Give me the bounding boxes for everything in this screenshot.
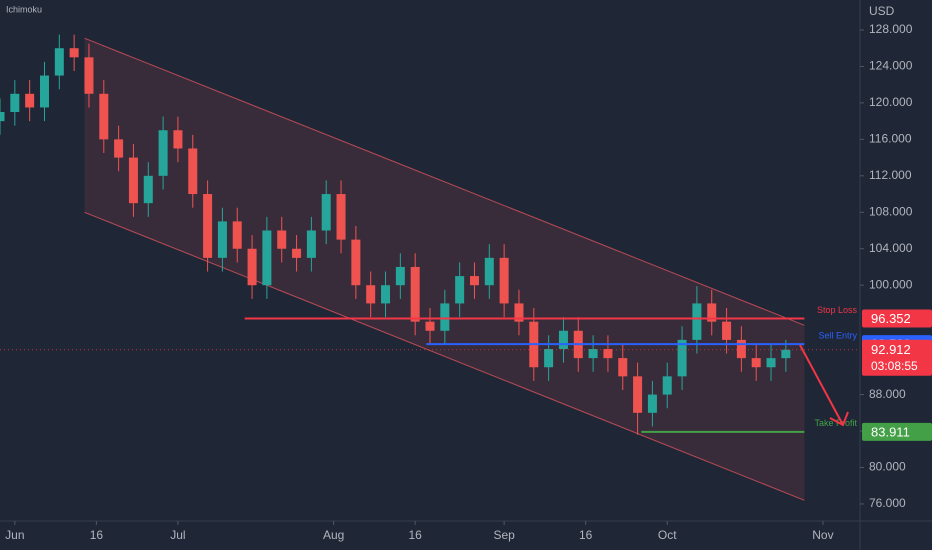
y-tick-label: 116.000 — [869, 132, 912, 146]
candle-body — [395, 266, 405, 286]
candle-body — [351, 239, 361, 286]
candle-body — [306, 230, 316, 258]
y-tick-label: 124.000 — [869, 59, 913, 73]
last-price-label: 92.912 — [871, 342, 911, 357]
price-tag-label: 83.911 — [871, 424, 910, 439]
x-tick-label: Aug — [323, 528, 344, 542]
candle-body — [544, 349, 554, 368]
candle-body — [558, 330, 568, 350]
candle-body — [10, 93, 20, 113]
y-tick-label: 104.000 — [869, 241, 913, 255]
candle-body — [647, 394, 657, 413]
candle-body — [410, 266, 420, 322]
level-label: Take Profit — [814, 418, 857, 428]
candle-body — [188, 148, 198, 195]
candle-body — [499, 257, 509, 304]
candle-body — [440, 303, 450, 331]
candle-body — [677, 339, 687, 377]
candle-body — [781, 349, 791, 359]
axis-unit: USD — [869, 4, 895, 18]
candle-body — [84, 57, 94, 94]
price-tag — [862, 309, 932, 328]
y-tick-label: 88.000 — [869, 387, 906, 401]
channel-fill — [84, 38, 805, 501]
candle-body — [366, 285, 376, 304]
candle-body — [766, 358, 776, 368]
y-tick-label: 108.000 — [869, 204, 913, 218]
x-tick-label: Jun — [5, 528, 24, 542]
x-tick-label: Oct — [658, 528, 677, 542]
candle-body — [277, 230, 287, 249]
x-tick-label: 16 — [579, 528, 593, 542]
candle-body — [588, 349, 598, 359]
candle-body — [232, 221, 242, 249]
candle-body — [247, 248, 257, 286]
candle-body — [114, 139, 124, 158]
candle-body — [0, 112, 5, 122]
candle-body — [336, 194, 346, 240]
y-tick-label: 128.000 — [869, 22, 913, 36]
y-tick-label: 120.000 — [869, 95, 913, 109]
candle-body — [662, 376, 672, 395]
channel-line — [84, 211, 805, 501]
x-tick-label: 16 — [90, 528, 104, 542]
x-tick-label: Sep — [493, 528, 515, 542]
x-tick-label: 16 — [408, 528, 422, 542]
y-tick-label: 80.000 — [869, 460, 906, 474]
candle-body — [707, 303, 717, 322]
candle-body — [217, 221, 227, 258]
candle-body — [54, 48, 64, 76]
candle-body — [69, 48, 79, 58]
candle-body — [751, 358, 761, 368]
y-tick-label: 76.000 — [869, 496, 906, 510]
last-price-tag — [862, 339, 932, 376]
candle-body — [39, 75, 49, 108]
candle-body — [99, 93, 109, 140]
channel-line — [84, 37, 805, 326]
price-tag — [862, 422, 932, 441]
candle-body — [321, 194, 331, 231]
candle-body — [143, 175, 153, 204]
y-tick-label: 112.000 — [869, 168, 912, 182]
candle-body — [618, 358, 628, 377]
candle-body — [692, 303, 702, 340]
level-label: Sell Entry — [818, 330, 857, 340]
candle-body — [722, 321, 732, 340]
candle-body — [203, 194, 213, 258]
candle-body — [173, 130, 183, 149]
candle-body — [158, 130, 168, 176]
candle-body — [455, 276, 465, 304]
candle-body — [425, 321, 435, 331]
countdown-label: 03:08:55 — [871, 359, 918, 373]
price-tag-label: 96.352 — [871, 311, 911, 326]
projection-arrow — [799, 344, 849, 427]
candle-body — [736, 339, 746, 359]
candle-body — [469, 276, 479, 286]
candle-body — [262, 230, 272, 286]
y-tick-label: 100.000 — [869, 277, 913, 291]
candle-body — [128, 157, 138, 204]
candle-body — [292, 248, 302, 258]
candle-body — [633, 376, 643, 413]
x-tick-label: Nov — [812, 528, 833, 542]
candle-body — [514, 303, 524, 322]
plot-area — [0, 34, 805, 501]
x-tick-label: Jul — [170, 528, 185, 542]
candle-body — [484, 257, 494, 286]
candle-body — [25, 93, 35, 108]
indicator-label: Ichimoku — [6, 4, 42, 14]
candle-body — [603, 349, 613, 359]
level-label: Stop Loss — [817, 305, 858, 315]
candle-body — [381, 285, 391, 304]
